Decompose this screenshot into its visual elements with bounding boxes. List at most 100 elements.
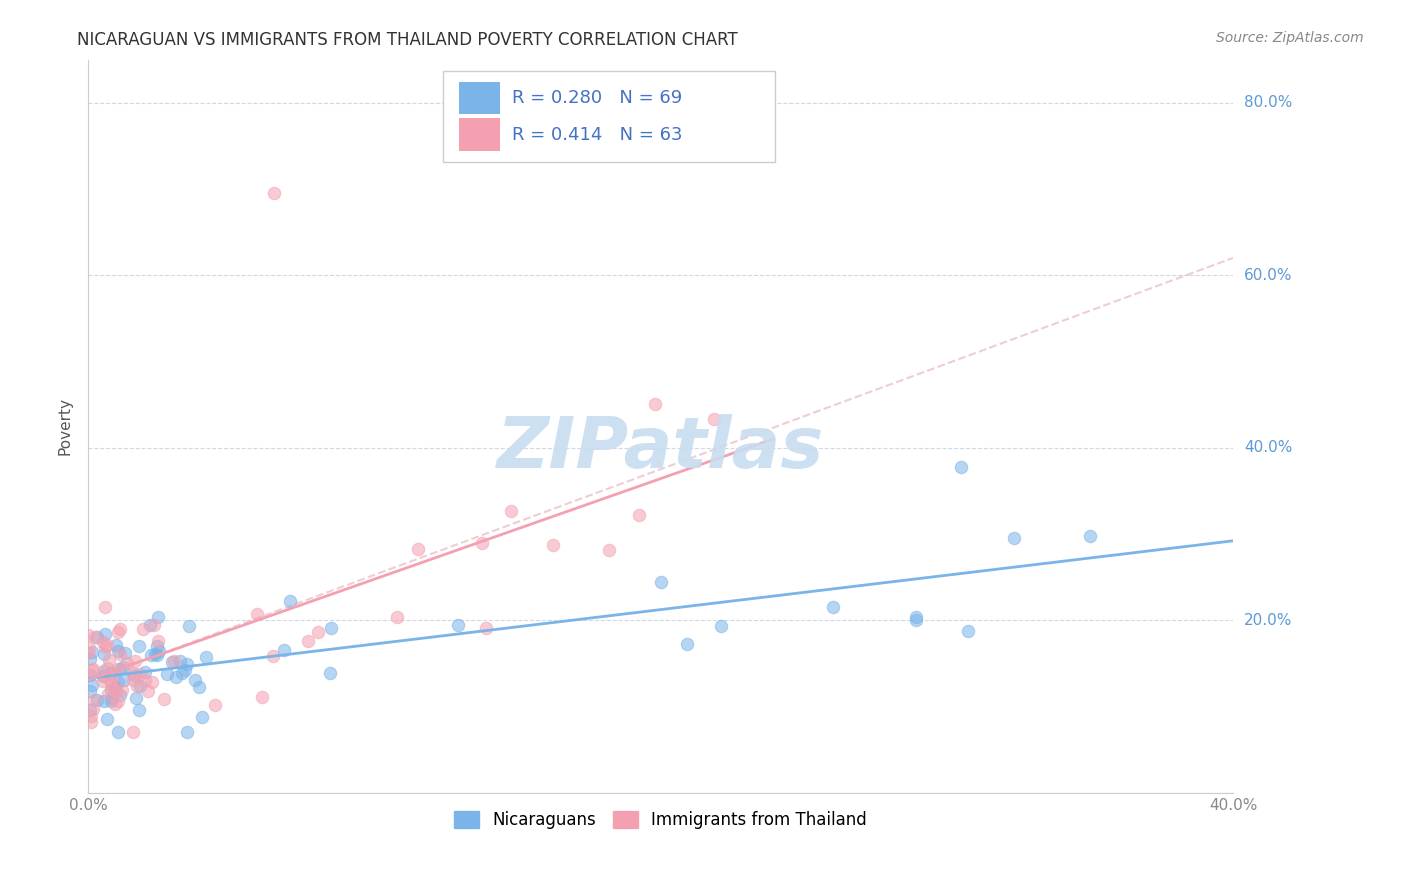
Point [128,640,150,654]
FancyBboxPatch shape [443,70,775,162]
Text: NICARAGUAN VS IMMIGRANTS FROM THAILAND POVERTY CORRELATION CHART: NICARAGUAN VS IMMIGRANTS FROM THAILAND P… [77,31,738,49]
Point [132,622,155,636]
Point [111,659,134,673]
Point [93,665,115,679]
Legend: Nicaraguans, Immigrants from Thailand: Nicaraguans, Immigrants from Thailand [447,804,873,836]
Point [134,665,156,679]
Point [148,643,170,657]
Point [105,662,128,676]
Point [93,648,115,662]
Point [188,680,211,694]
Point [170,665,193,680]
Point [104,681,127,695]
Point [169,655,191,669]
Point [194,650,217,665]
Point [98,653,121,667]
Point [122,673,145,688]
Point [950,459,973,474]
Point [146,648,169,662]
Point [86,692,108,706]
Point [134,673,156,687]
Point [79,703,101,717]
Point [93,669,115,683]
Point [246,607,269,621]
Point [676,637,699,651]
Point [156,667,179,681]
Point [115,657,138,671]
Point [598,542,620,557]
Point [114,646,136,660]
Point [77,646,100,660]
Point [146,633,169,648]
Point [307,624,329,639]
Point [108,688,131,702]
Point [82,662,104,676]
Point [79,684,101,698]
Point [710,619,733,633]
Point [107,625,129,640]
Point [97,687,120,701]
Point [100,675,122,690]
Point [86,630,108,644]
Point [91,668,114,682]
Point [273,643,295,657]
Point [79,668,101,682]
Point [111,683,134,698]
Text: R = 0.280   N = 69: R = 0.280 N = 69 [512,89,682,107]
Point [703,411,725,425]
Point [319,621,342,635]
Point [148,610,170,624]
Point [100,694,122,708]
Point [82,702,104,716]
Point [262,649,284,664]
Point [124,691,146,706]
Point [141,674,163,689]
Point [136,683,159,698]
Point [176,725,198,739]
Point [101,668,124,682]
Point [80,709,103,723]
Point [474,621,496,635]
Point [84,631,107,645]
Point [146,639,169,653]
Point [541,538,564,552]
Point [318,666,340,681]
Point [124,668,146,682]
Point [177,619,200,633]
Point [80,644,103,658]
Point [174,663,197,677]
Point [153,691,176,706]
Point [128,667,150,681]
Point [96,661,118,675]
Point [471,536,494,550]
Point [644,397,666,411]
Point [163,654,186,668]
Point [184,673,207,687]
Point [165,670,187,684]
Point [103,682,125,697]
Point [91,673,114,688]
Point [108,647,131,661]
Point [107,694,129,708]
Text: R = 0.414   N = 63: R = 0.414 N = 63 [512,126,682,144]
Point [142,618,165,632]
Point [93,694,115,708]
Point [143,647,166,661]
Point [100,682,122,697]
Point [77,640,100,655]
Point [122,666,145,681]
Text: ZIPatlas: ZIPatlas [496,414,824,483]
Point [100,674,122,689]
Point [406,542,429,557]
FancyBboxPatch shape [460,119,501,151]
Point [96,712,118,726]
Point [904,610,927,624]
Text: 80.0%: 80.0% [1244,95,1292,111]
Point [499,503,522,517]
Point [83,693,105,707]
Point [176,657,198,671]
Point [957,624,980,639]
Text: 60.0%: 60.0% [1244,268,1292,283]
Point [447,618,470,632]
Point [79,652,101,666]
